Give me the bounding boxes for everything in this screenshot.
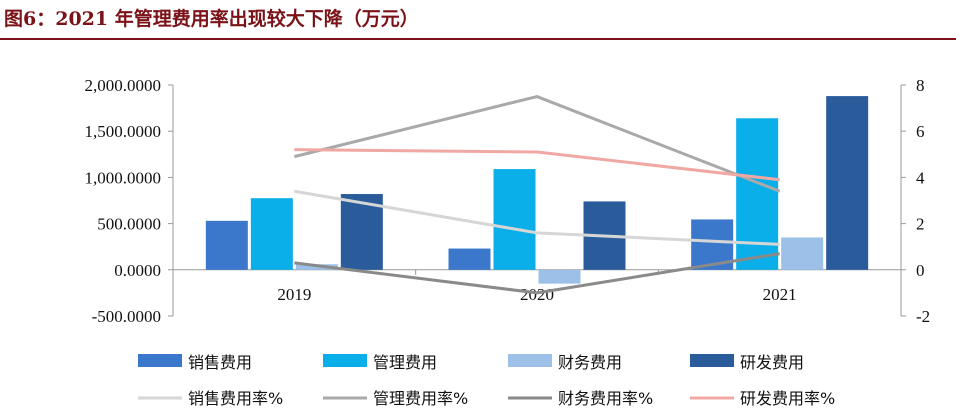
legend-swatch — [323, 354, 367, 367]
legend-label: 管理费用率% — [373, 389, 468, 408]
legend-swatch — [690, 354, 734, 367]
legend-item-bar-4: 研发费用 — [690, 353, 804, 372]
legend-item-bar-2: 管理费用 — [323, 353, 437, 372]
rate-line-2 — [293, 95, 781, 193]
category-label: 2020 — [520, 285, 554, 304]
legend-item-line-4: 研发费用率% — [690, 389, 835, 408]
bar-1-2020 — [448, 248, 491, 270]
right-tick-label: -2 — [916, 307, 930, 326]
legend-label: 销售费用 — [188, 353, 252, 372]
right-tick-label: 0 — [916, 261, 925, 280]
bar-2-2019 — [250, 198, 293, 270]
left-tick-label: -500.0000 — [92, 307, 161, 326]
bar-3-2021 — [781, 237, 824, 270]
title-rule — [0, 38, 956, 40]
rate-line-4 — [294, 148, 780, 182]
rate-lines — [293, 95, 781, 295]
legend-item-bar-1: 销售费用 — [138, 353, 252, 372]
category-label: 2019 — [277, 285, 311, 304]
legend-item-line-2: 管理费用率% — [323, 389, 468, 408]
bar-1-2019 — [205, 220, 248, 270]
bar-2-2020 — [493, 169, 536, 270]
legend-item-line-3: 财务费用率% — [508, 389, 653, 408]
legend-label: 研发费用率% — [740, 389, 835, 408]
left-tick-label: 500.0000 — [97, 215, 161, 234]
right-tick-label: 4 — [916, 168, 925, 187]
legend-swatch — [138, 354, 182, 367]
right-tick-label: 6 — [916, 122, 925, 141]
legend-label: 研发费用 — [740, 353, 804, 372]
rate-line-1 — [294, 189, 780, 246]
bar-3-2020 — [538, 269, 581, 284]
left-tick-label: 0.0000 — [114, 261, 161, 280]
right-tick-label: 8 — [916, 76, 925, 95]
left-tick-label: 1,000.0000 — [85, 168, 162, 187]
rate-line-3 — [294, 252, 780, 295]
legend-label: 财务费用率% — [558, 389, 653, 408]
left-tick-label: 2,000.0000 — [85, 76, 162, 95]
left-tick-label: 1,500.0000 — [85, 122, 162, 141]
legend-label: 销售费用率% — [188, 389, 283, 408]
legend-item-bar-3: 财务费用 — [508, 353, 622, 372]
bar-2-2021 — [736, 118, 779, 270]
right-tick-label: 2 — [916, 215, 925, 234]
category-label: 2021 — [763, 285, 797, 304]
axes: -500.0000 0.0000 500.0000 1,000.0000 1,500.0… — [85, 76, 931, 326]
bar-4-2021 — [826, 96, 869, 270]
legend-label: 财务费用 — [558, 353, 622, 372]
legend-label: 管理费用 — [373, 353, 437, 372]
legend-swatch — [508, 354, 552, 367]
figure-title: 图6：2021 年管理费用率出现较大下降（万元） — [4, 8, 419, 30]
legend-item-line-1: 销售费用率% — [138, 389, 283, 408]
